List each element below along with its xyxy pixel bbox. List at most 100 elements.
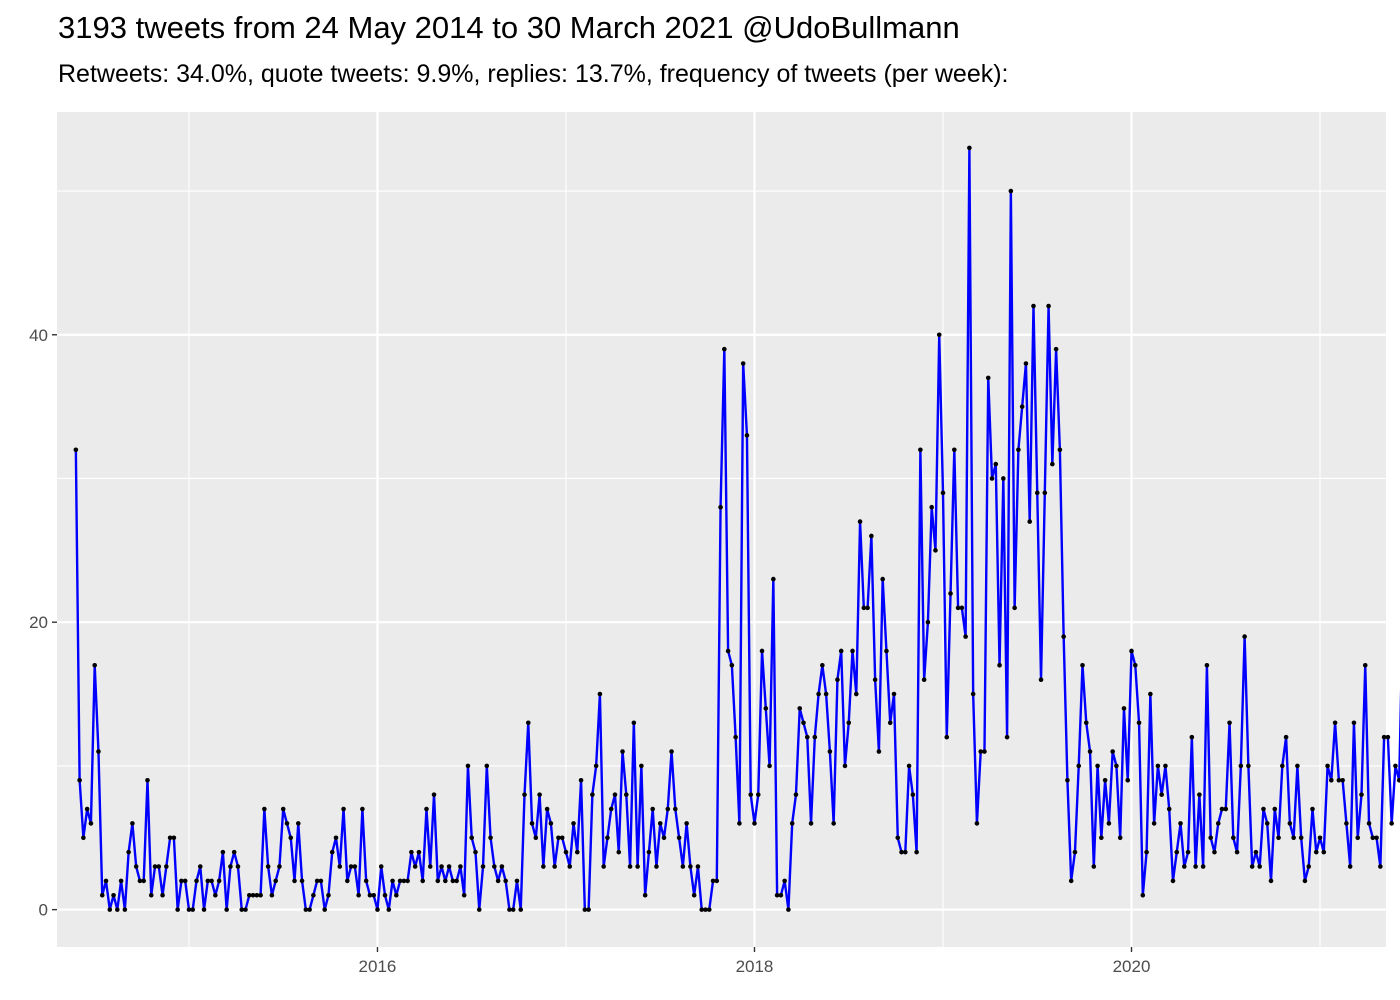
data-point <box>337 864 343 869</box>
x-tick-label: 2016 <box>359 957 397 976</box>
data-point <box>1102 777 1108 783</box>
data-point <box>81 835 86 841</box>
data-point <box>1268 878 1274 884</box>
data-point <box>1140 892 1146 898</box>
data-point <box>959 605 965 611</box>
data-point <box>454 878 459 884</box>
data-point <box>1099 835 1104 841</box>
data-point <box>774 892 780 898</box>
data-point <box>1351 720 1357 726</box>
data-point <box>1362 663 1368 668</box>
data-point <box>525 720 531 726</box>
data-point <box>484 763 490 769</box>
data-point <box>955 605 961 611</box>
data-point <box>1170 878 1176 884</box>
data-point <box>733 734 738 740</box>
data-point <box>341 806 346 812</box>
data-point <box>1298 835 1304 841</box>
data-point <box>1178 821 1183 826</box>
x-tick-label: 2020 <box>1113 957 1151 976</box>
data-point <box>152 864 158 869</box>
data-point <box>876 749 882 754</box>
data-point <box>1125 777 1131 783</box>
data-point <box>299 878 305 884</box>
axis-layer: 0 20 40 2016 2018 2020 <box>29 326 1150 976</box>
data-point <box>1249 864 1255 869</box>
data-point <box>627 864 633 869</box>
data-point <box>1287 821 1293 826</box>
data-point <box>103 878 109 884</box>
data-point <box>394 892 399 898</box>
data-point <box>1276 835 1281 841</box>
data-point <box>684 821 689 826</box>
data-point <box>933 548 938 553</box>
data-point <box>952 447 957 453</box>
data-point <box>1004 734 1010 740</box>
data-point <box>778 892 784 898</box>
data-point <box>228 864 233 869</box>
data-point <box>763 706 769 711</box>
data-point <box>740 361 746 366</box>
data-point <box>1332 720 1338 726</box>
data-point <box>371 892 377 898</box>
data-point <box>427 864 433 869</box>
data-point <box>631 720 637 726</box>
data-point <box>880 576 885 582</box>
data-point <box>1283 734 1289 740</box>
data-point <box>307 907 312 912</box>
data-point <box>507 907 512 912</box>
data-point <box>846 720 852 726</box>
data-point <box>1355 835 1361 841</box>
data-point <box>1246 763 1251 769</box>
data-point <box>608 806 614 812</box>
data-point <box>1117 835 1123 841</box>
data-point <box>318 878 324 884</box>
data-point <box>254 892 260 898</box>
data-point <box>1253 849 1259 855</box>
data-point <box>167 835 173 841</box>
data-point <box>1072 849 1078 855</box>
data-point <box>115 907 120 912</box>
data-point <box>145 777 150 783</box>
grid-major <box>57 112 1386 947</box>
data-point <box>431 792 437 797</box>
data-point <box>1166 806 1172 812</box>
data-point <box>1366 821 1372 826</box>
data-point <box>1264 821 1270 826</box>
data-point <box>1076 763 1082 769</box>
data-point <box>250 892 256 898</box>
data-point <box>420 878 426 884</box>
data-point <box>205 878 211 884</box>
data-point <box>1223 806 1229 812</box>
data-point <box>1389 821 1394 826</box>
data-point <box>921 677 927 682</box>
data-point <box>1370 835 1376 841</box>
data-point <box>1159 792 1164 797</box>
data-point <box>657 821 663 826</box>
data-point <box>752 821 757 826</box>
data-point <box>1347 864 1353 869</box>
data-point <box>465 763 471 769</box>
data-point <box>1023 361 1029 366</box>
data-point <box>1121 706 1127 711</box>
data-point <box>1087 749 1093 754</box>
data-point <box>1057 447 1063 453</box>
data-point <box>872 677 878 682</box>
data-point <box>1378 864 1383 869</box>
data-point <box>714 878 720 884</box>
data-point <box>771 576 776 582</box>
data-point <box>1189 734 1195 740</box>
data-point <box>1310 806 1315 812</box>
data-point <box>910 792 916 797</box>
data-point <box>639 763 644 769</box>
data-point <box>375 907 380 912</box>
data-point <box>473 849 478 855</box>
data-point <box>793 792 799 797</box>
data-point <box>925 619 931 625</box>
data-point <box>1046 303 1051 309</box>
data-point <box>869 533 874 539</box>
data-point <box>390 878 395 884</box>
data-point <box>458 864 463 869</box>
data-point <box>1106 821 1112 826</box>
data-point <box>84 806 90 812</box>
